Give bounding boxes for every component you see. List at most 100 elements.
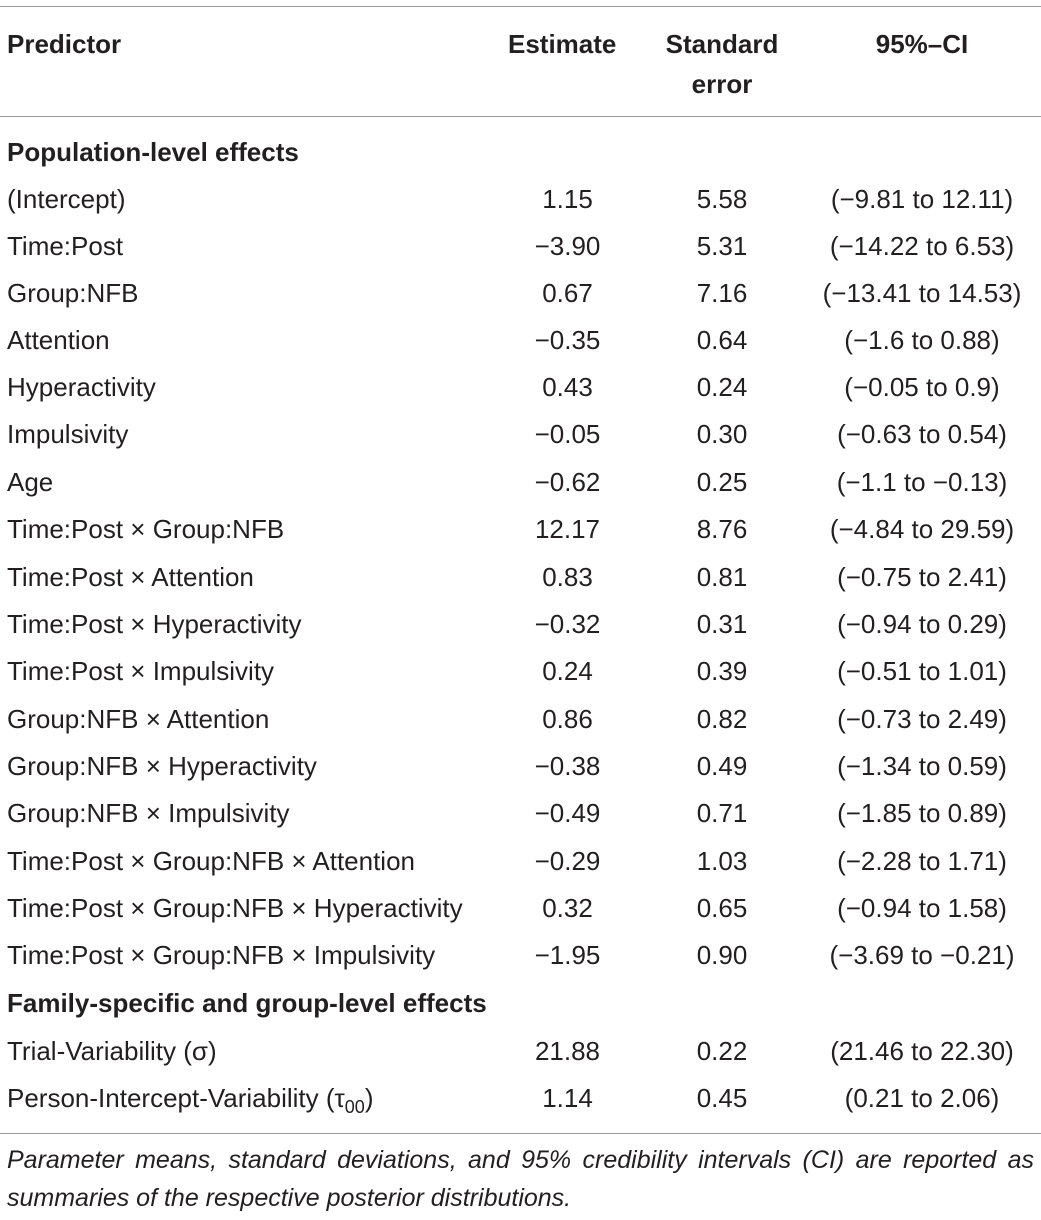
- cell-estimate: 12.17: [534, 514, 601, 544]
- cell-ci: (−2.28 to 1.71): [837, 846, 1007, 876]
- cell-ci: (0.21 to 2.06): [844, 1083, 1000, 1113]
- table-row: Age −0.62 0.25 (−1.1 to −0.13): [0, 459, 1041, 506]
- cell-predictor: Time:Post × Group:NFB × Hyperactivity: [7, 893, 463, 923]
- cell-se: 0.39: [696, 656, 748, 686]
- cell-ci: (−0.94 to 0.29): [837, 609, 1007, 639]
- cell-ci: (−0.75 to 2.41): [837, 562, 1007, 592]
- cell-ci: (21.46 to 22.30): [830, 1036, 1014, 1066]
- cell-se: 0.30: [696, 419, 748, 449]
- header-std-error-line1: Standard: [665, 29, 779, 59]
- header-rule: [0, 116, 1041, 117]
- predictor-end-text: ): [364, 1083, 374, 1113]
- table-footnote: Parameter means, standard deviations, an…: [7, 1146, 1034, 1212]
- cell-se: 5.31: [696, 231, 748, 261]
- cell-predictor: Time:Post × Attention: [7, 562, 254, 592]
- cell-estimate: −0.29: [534, 846, 601, 876]
- table-row: Group:NFB 0.67 7.16 (−13.41 to 14.53): [0, 270, 1041, 317]
- table-row: Trial-Variability (σ) 21.88 0.22 (21.46 …: [0, 1028, 1041, 1075]
- cell-se: 0.82: [696, 704, 748, 734]
- cell-predictor: Impulsivity: [7, 419, 129, 449]
- cell-estimate: −0.32: [534, 609, 601, 639]
- cell-ci: (−1.85 to 0.89): [837, 798, 1007, 828]
- table-row: Group:NFB × Hyperactivity −0.38 0.49 (−1…: [0, 743, 1041, 790]
- section-population: Population-level effects: [7, 137, 299, 167]
- cell-estimate: 0.32: [542, 893, 593, 923]
- cell-estimate: −0.49: [534, 798, 601, 828]
- table-row: Time:Post × Hyperactivity −0.32 0.31 (−0…: [0, 601, 1041, 648]
- section-family: Family-specific and group-level effects: [7, 988, 487, 1018]
- cell-predictor: Time:Post × Impulsivity: [7, 656, 275, 686]
- table-row: Time:Post × Group:NFB × Impulsivity −1.9…: [0, 932, 1041, 979]
- cell-predictor: Age: [7, 467, 54, 497]
- header-estimate: Estimate: [508, 29, 617, 59]
- cell-se: 0.25: [696, 467, 748, 497]
- cell-estimate: 1.14: [542, 1083, 593, 1113]
- cell-predictor: Group:NFB: [7, 278, 139, 308]
- cell-estimate: −0.38: [534, 751, 601, 781]
- cell-estimate: −3.90: [534, 231, 601, 261]
- cell-ci: (−9.81 to 12.11): [830, 184, 1014, 214]
- cell-predictor: (Intercept): [7, 184, 126, 214]
- cell-predictor: Group:NFB × Hyperactivity: [7, 751, 317, 781]
- table-row: Time:Post × Group:NFB 12.17 8.76 (−4.84 …: [0, 506, 1041, 553]
- table-row: Impulsivity −0.05 0.30 (−0.63 to 0.54): [0, 411, 1041, 458]
- cell-se: 1.03: [696, 846, 748, 876]
- cell-predictor: Time:Post × Group:NFB × Attention: [7, 846, 416, 876]
- header-predictor: Predictor: [7, 29, 122, 59]
- table-row: Attention −0.35 0.64 (−1.6 to 0.88): [0, 317, 1041, 364]
- cell-estimate: 0.67: [542, 278, 593, 308]
- cell-estimate: 0.43: [542, 372, 593, 402]
- cell-se: 0.22: [696, 1036, 748, 1066]
- predictor-main-text: Person-Intercept-Variability (τ: [7, 1083, 345, 1113]
- table-row: Time:Post −3.90 5.31 (−14.22 to 6.53): [0, 223, 1041, 270]
- cell-estimate: −0.35: [534, 325, 601, 355]
- cell-ci: (−1.34 to 0.59): [837, 751, 1007, 781]
- table-row: Hyperactivity 0.43 0.24 (−0.05 to 0.9): [0, 364, 1041, 411]
- cell-ci: (−0.51 to 1.01): [837, 656, 1007, 686]
- cell-predictor: Hyperactivity: [7, 372, 156, 402]
- cell-se: 0.90: [696, 940, 748, 970]
- header-std-error-line2: error: [691, 69, 753, 99]
- cell-ci: (−3.69 to −0.21): [829, 940, 1015, 970]
- cell-se: 0.64: [696, 325, 748, 355]
- table-row: Time:Post × Attention 0.83 0.81 (−0.75 t…: [0, 554, 1041, 601]
- table-row: Person-Intercept-Variability (τ00) 1.14 …: [0, 1075, 1041, 1122]
- cell-predictor: Time:Post: [7, 231, 124, 261]
- cell-se: 0.71: [696, 798, 748, 828]
- cell-se: 0.49: [696, 751, 748, 781]
- cell-se: 8.76: [696, 514, 748, 544]
- cell-predictor: Group:NFB × Impulsivity: [7, 798, 290, 828]
- table-bottom-rule: [0, 1133, 1041, 1134]
- table-row: Group:NFB × Impulsivity −0.49 0.71 (−1.8…: [0, 790, 1041, 837]
- cell-ci: (−13.41 to 14.53): [822, 278, 1022, 308]
- table-top-rule: [0, 6, 1041, 7]
- cell-estimate: −0.05: [534, 419, 601, 449]
- cell-se: 0.65: [696, 893, 748, 923]
- cell-predictor: Time:Post × Hyperactivity: [7, 609, 302, 639]
- header-std-error: Standard error: [650, 24, 794, 104]
- cell-estimate: −0.62: [534, 467, 601, 497]
- cell-ci: (−0.73 to 2.49): [837, 704, 1007, 734]
- cell-ci: (−1.6 to 0.88): [844, 325, 1000, 355]
- cell-estimate: 0.86: [542, 704, 593, 734]
- table-row: Group:NFB × Attention 0.86 0.82 (−0.73 t…: [0, 696, 1041, 743]
- cell-estimate: 21.88: [534, 1036, 601, 1066]
- cell-predictor: Group:NFB × Attention: [7, 704, 270, 734]
- table-row: Time:Post × Impulsivity 0.24 0.39 (−0.51…: [0, 648, 1041, 695]
- cell-se: 0.31: [696, 609, 748, 639]
- header-ci: 95%–CI: [875, 29, 969, 59]
- predictor-subscript: 00: [344, 1097, 365, 1118]
- cell-se: 0.81: [696, 562, 748, 592]
- cell-se: 5.58: [696, 184, 748, 214]
- cell-ci: (−1.1 to −0.13): [836, 467, 1008, 497]
- cell-predictor: Time:Post × Group:NFB: [7, 514, 285, 544]
- cell-ci: (−4.84 to 29.59): [829, 514, 1015, 544]
- cell-estimate: 1.15: [542, 184, 593, 214]
- table-row: (Intercept) 1.15 5.58 (−9.81 to 12.11): [0, 176, 1041, 223]
- cell-ci: (−0.63 to 0.54): [837, 419, 1007, 449]
- cell-se: 0.45: [696, 1083, 748, 1113]
- cell-estimate: 0.83: [542, 562, 593, 592]
- cell-predictor: Trial-Variability (σ): [7, 1036, 217, 1066]
- cell-se: 0.24: [696, 372, 748, 402]
- cell-predictor: Time:Post × Group:NFB × Impulsivity: [7, 940, 436, 970]
